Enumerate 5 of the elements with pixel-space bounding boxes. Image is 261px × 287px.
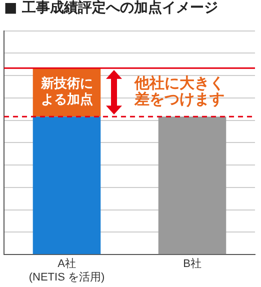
- annotation: 新技術による加点: [40, 76, 93, 108]
- annotation: 他社に大きく差をつけます: [134, 74, 225, 108]
- x-tick-label: B社: [183, 257, 202, 270]
- chart-title: ■ 工事成績評定への加点イメージ: [4, 0, 218, 16]
- x-tick-label: A社 (NETIS を活用): [28, 257, 105, 284]
